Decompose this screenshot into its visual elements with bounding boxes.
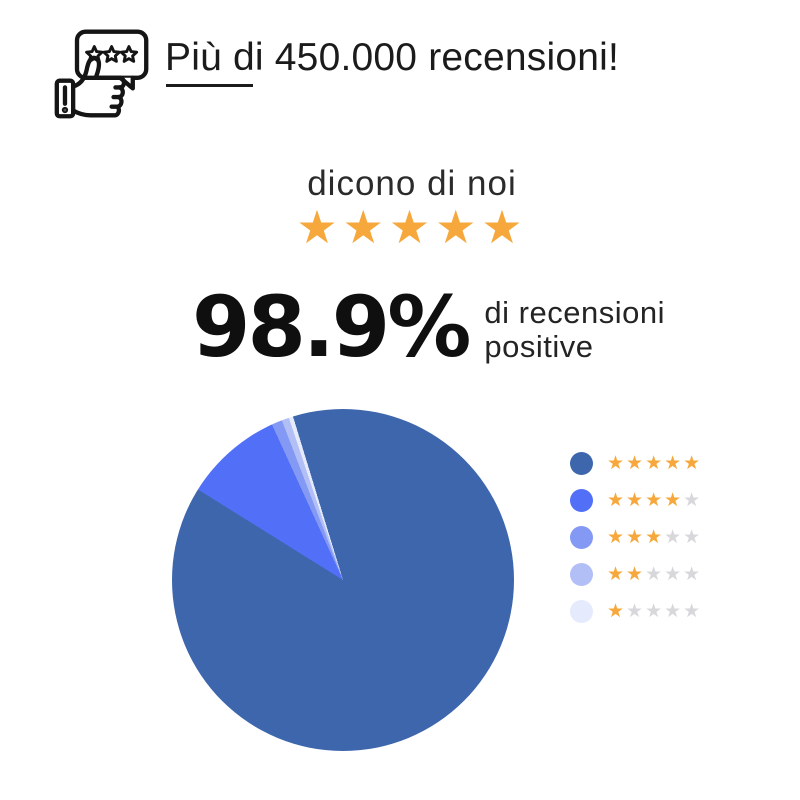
title-underline [166, 84, 253, 87]
legend-color-dot [570, 452, 593, 475]
legend-item: ★★★★★ [570, 563, 702, 586]
page-title: Più di 450.000 recensioni! [165, 36, 620, 79]
positive-percentage: 98.9% [192, 278, 471, 376]
legend-color-dot [570, 563, 593, 586]
legend-color-dot [570, 489, 593, 512]
positive-reviews-stat: 98.9% di recensioni positive [192, 285, 665, 369]
legend-stars: ★★★★★ [607, 526, 703, 548]
pie-chart [172, 409, 514, 751]
legend-item: ★★★★★ [570, 489, 702, 512]
subheader-label: dicono di noi [307, 164, 517, 203]
legend-stars: ★★★★★ [607, 563, 703, 585]
legend-stars: ★★★★★ [607, 600, 703, 622]
legend-stars: ★★★★★ [607, 489, 703, 511]
legend-stars: ★★★★★ [607, 452, 703, 474]
legend-item: ★★★★★ [570, 452, 702, 475]
positive-percentage-caption: di recensioni positive [484, 285, 665, 364]
legend-color-dot [570, 600, 593, 623]
pie-legend: ★★★★★ ★★★★★ ★★★★★ ★★★★★ ★★★★★ [570, 452, 702, 623]
review-badge-thumbs-up-icon [52, 26, 152, 120]
five-star-rating: ★★★★★ [296, 200, 528, 254]
legend-color-dot [570, 526, 593, 549]
caption-line-1: di recensioni [484, 295, 665, 330]
legend-item: ★★★★★ [570, 600, 702, 623]
legend-item: ★★★★★ [570, 526, 702, 549]
caption-line-2: positive [484, 329, 594, 364]
